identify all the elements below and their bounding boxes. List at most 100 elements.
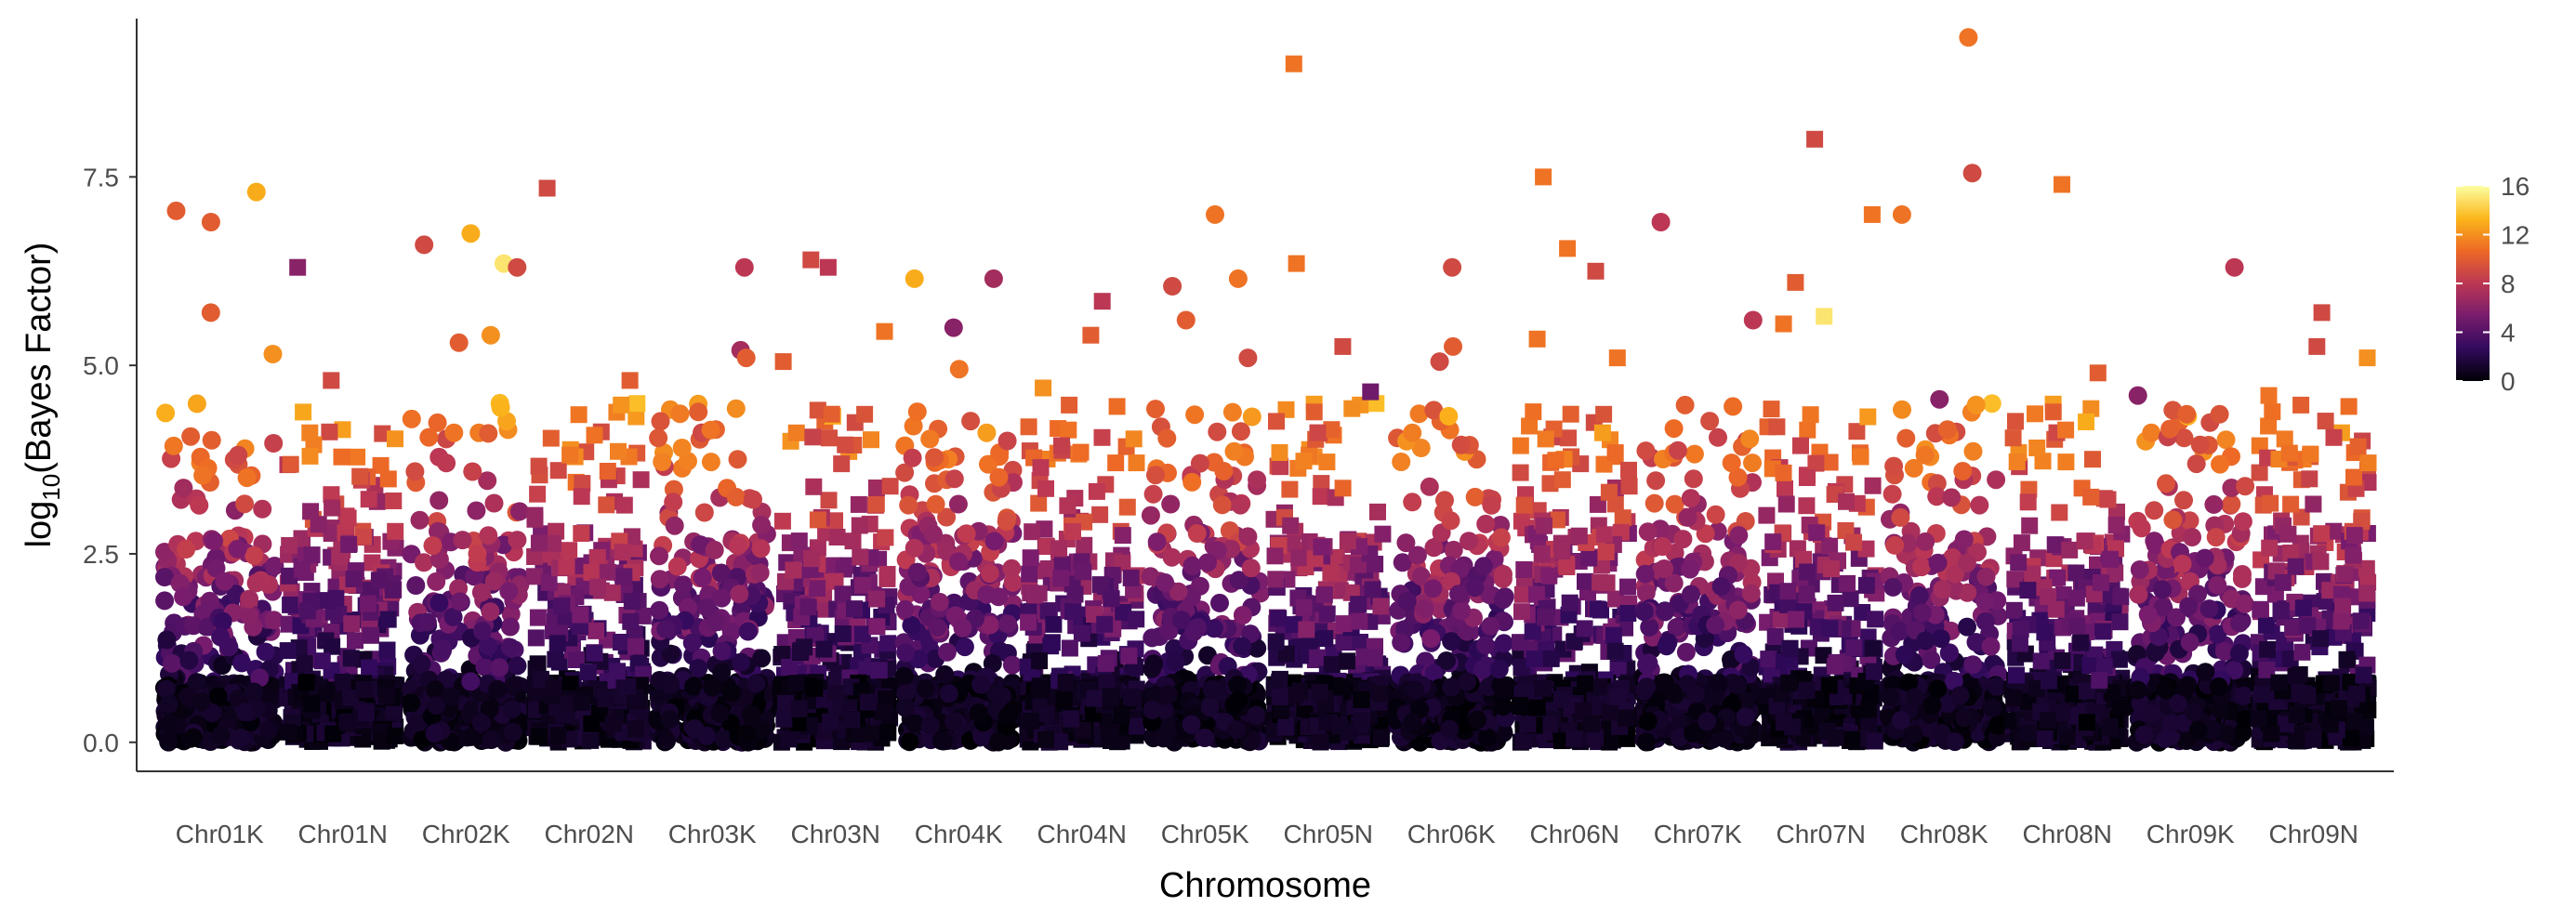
- data-point: [444, 423, 464, 442]
- data-point: [846, 600, 863, 618]
- data-point: [730, 585, 749, 604]
- data-point: [834, 625, 852, 642]
- data-point: [1144, 654, 1164, 674]
- data-point: [240, 589, 259, 609]
- data-point: [323, 525, 340, 542]
- data-point: [1030, 494, 1048, 512]
- data-point: [844, 532, 862, 550]
- data-point: [360, 491, 377, 508]
- data-point: [649, 428, 668, 448]
- data-point: [632, 471, 650, 489]
- data-point: [467, 501, 486, 520]
- data-point: [609, 663, 627, 680]
- data-point: [527, 629, 545, 647]
- data-point: [1267, 571, 1285, 588]
- data-point: [479, 526, 498, 545]
- data-point: [1102, 688, 1119, 704]
- data-point: [907, 402, 927, 422]
- data-point: [1242, 407, 1262, 427]
- data-point: [1318, 453, 1336, 471]
- data-point: [545, 679, 562, 697]
- data-point: [1476, 514, 1496, 533]
- data-point: [1212, 495, 1232, 515]
- data-point: [1020, 418, 1037, 436]
- data-point: [484, 493, 504, 513]
- data-point: [1114, 527, 1131, 545]
- data-point: [1312, 733, 1329, 751]
- data-point: [710, 703, 730, 723]
- data-point: [1030, 585, 1048, 602]
- data-point: [1061, 639, 1078, 657]
- data-point: [935, 664, 955, 684]
- data-point: [726, 399, 746, 418]
- data-point: [615, 496, 633, 514]
- data-point: [650, 570, 669, 589]
- data-point: [425, 724, 444, 743]
- data-point: [1305, 403, 1323, 421]
- data-point: [752, 649, 772, 668]
- data-point: [1031, 652, 1049, 670]
- data-point: [429, 491, 449, 510]
- data-point: [921, 716, 940, 735]
- data-point: [310, 516, 327, 533]
- data-point: [298, 602, 316, 620]
- data-point: [944, 712, 963, 731]
- data-point: [1465, 578, 1485, 598]
- data-point: [530, 534, 548, 552]
- data-point: [211, 627, 231, 647]
- data-point: [1392, 633, 1411, 652]
- data-point: [1619, 578, 1636, 596]
- data-point: [627, 720, 644, 738]
- data-point: [1233, 606, 1252, 624]
- data-point: [1021, 565, 1038, 583]
- data-point: [1441, 511, 1460, 531]
- data-point: [155, 568, 174, 586]
- data-point: [529, 655, 547, 673]
- data-point: [1032, 459, 1050, 477]
- data-point: [752, 516, 772, 534]
- data-point: [881, 478, 899, 495]
- data-point: [327, 589, 345, 607]
- data-point: [1075, 563, 1092, 581]
- data-point: [583, 715, 601, 732]
- data-point: [296, 654, 313, 672]
- data-point: [183, 728, 203, 747]
- data-point: [1452, 601, 1472, 621]
- data-point: [503, 677, 522, 696]
- data-point: [479, 424, 498, 443]
- data-point: [347, 632, 363, 650]
- data-point: [453, 531, 472, 550]
- data-point: [1333, 678, 1350, 696]
- data-point: [561, 542, 578, 559]
- data-point: [530, 457, 548, 475]
- data-point: [429, 593, 449, 612]
- data-point: [796, 638, 813, 656]
- data-point: [192, 692, 211, 712]
- data-point: [1513, 603, 1530, 621]
- data-point: [1097, 654, 1115, 672]
- data-point: [1045, 615, 1063, 633]
- data-point: [174, 479, 193, 498]
- data-point: [1222, 402, 1242, 422]
- data-point: [500, 617, 520, 637]
- data-point: [530, 728, 548, 745]
- data-point: [586, 427, 603, 444]
- data-point: [1267, 633, 1285, 651]
- data-point: [1560, 429, 1577, 447]
- data-point: [694, 503, 714, 522]
- data-point: [1547, 452, 1565, 469]
- data-point: [1397, 591, 1417, 611]
- data-point: [809, 511, 826, 529]
- data-point: [1182, 556, 1202, 575]
- data-point: [701, 420, 720, 440]
- data-point: [279, 642, 297, 660]
- data-point: [499, 582, 519, 601]
- data-point: [334, 674, 351, 690]
- data-point: [1128, 454, 1145, 472]
- data-point: [1271, 444, 1288, 461]
- data-point: [1128, 611, 1145, 628]
- data-point: [1073, 624, 1090, 642]
- data-point: [879, 723, 897, 741]
- data-point: [240, 606, 258, 624]
- data-point: [1423, 579, 1443, 598]
